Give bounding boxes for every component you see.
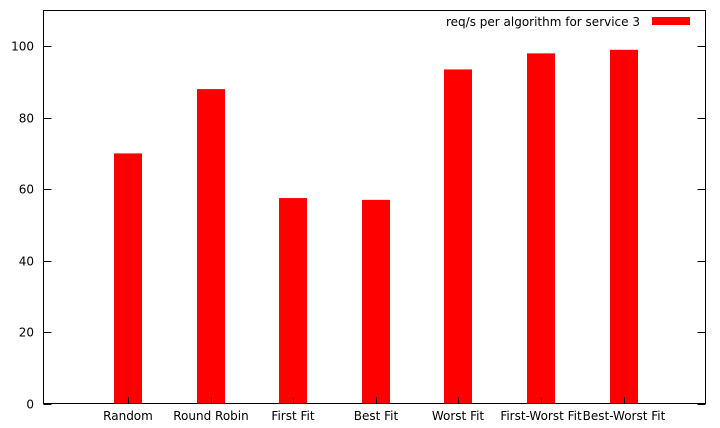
bar [279, 198, 307, 404]
x-tick-label: First-Worst Fit [500, 409, 582, 423]
y-tick-label: 0 [26, 398, 34, 412]
x-tick-label: Best Fit [354, 409, 399, 423]
legend-swatch [652, 17, 690, 25]
x-tick-label: Worst Fit [432, 409, 485, 423]
x-tick-label: Random [103, 409, 153, 423]
x-tick-label: Round Robin [173, 409, 248, 423]
bar [527, 53, 555, 404]
y-axis-ticks: 0 20 40 60 80 100 [11, 40, 706, 412]
legend-label: req/s per algorithm for service 3 [446, 15, 640, 29]
bar [362, 199, 390, 404]
x-axis-labels: Random Round Robin First Fit Best Fit Worst … [103, 397, 666, 423]
legend: req/s per algorithm for service 3 [446, 15, 690, 29]
bar [610, 49, 638, 404]
x-tick-label: First Fit [271, 409, 314, 423]
bar [114, 153, 142, 404]
bar [444, 69, 472, 404]
bar [197, 89, 225, 404]
bars-group [114, 49, 638, 404]
y-tick-label: 40 [19, 255, 34, 269]
x-tick-label: Best-Worst Fit [583, 409, 666, 423]
y-tick-label: 60 [19, 183, 34, 197]
y-tick-label: 80 [19, 112, 34, 126]
y-tick-label: 20 [19, 326, 34, 340]
y-tick-label: 100 [11, 40, 34, 54]
